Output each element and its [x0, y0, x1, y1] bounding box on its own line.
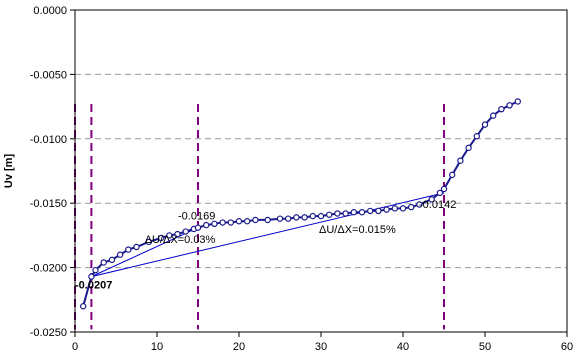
x-tick-label: 10	[151, 341, 163, 353]
x-tick-label: 60	[561, 341, 573, 353]
y-tick-label: -0.0150	[30, 198, 67, 210]
data-point	[375, 207, 382, 215]
data-point	[116, 251, 124, 258]
data-point	[125, 246, 132, 253]
data-point	[358, 209, 366, 216]
data-point	[342, 210, 349, 217]
data-point	[157, 234, 165, 242]
data-point	[145, 238, 152, 246]
data-point	[514, 98, 522, 105]
y-axis-label: Uv [m]	[3, 154, 15, 189]
data-point	[416, 201, 423, 208]
data-point	[182, 228, 189, 235]
data-point	[498, 105, 505, 113]
data-point	[317, 212, 325, 220]
data-point	[465, 144, 472, 152]
data-point	[326, 211, 333, 218]
data-point	[408, 203, 415, 211]
data-point	[506, 102, 513, 109]
data-point	[457, 157, 464, 164]
data-point	[211, 220, 218, 228]
axis-ticks	[70, 9, 568, 337]
data-point	[194, 224, 202, 231]
data-point	[367, 207, 374, 215]
x-tick-label: 30	[315, 341, 327, 353]
y-tick-label: 0.0000	[33, 5, 67, 17]
data-point	[383, 206, 390, 213]
data-point	[436, 189, 444, 197]
annotation-label: -0.0169	[178, 211, 215, 223]
x-tick-labels: 0 10 20 30 40 50 60	[72, 341, 573, 353]
data-point	[243, 218, 251, 225]
data-point	[252, 216, 259, 224]
plot-frame	[74, 9, 568, 333]
annotation-label: ΔU/ΔX=0.03%	[145, 234, 216, 246]
data-point	[309, 212, 316, 220]
annotation-label: ΔU/ΔX=0.015%	[319, 224, 396, 236]
trend-line-0	[91, 227, 199, 278]
y-tick-label: -0.0050	[30, 69, 67, 81]
data-point	[285, 215, 292, 222]
y-tick-label: -0.0100	[30, 134, 67, 146]
data-point	[227, 219, 234, 226]
y-tick-label: -0.0250	[30, 327, 67, 339]
grid-lines	[75, 73, 567, 269]
data-point	[473, 133, 480, 140]
data-point	[391, 205, 398, 212]
series-points	[79, 98, 522, 310]
data-point	[174, 230, 181, 238]
data-point	[350, 209, 357, 216]
y-tick-labels: 0.0000 -0.0050 -0.0100 -0.0150 -0.0200 -0.025…	[30, 5, 67, 339]
data-point	[235, 218, 243, 225]
x-tick-label: 50	[479, 341, 491, 353]
data-point	[334, 210, 341, 217]
data-point	[301, 214, 308, 221]
x-tick-label: 40	[397, 341, 409, 353]
data-point	[202, 221, 210, 229]
x-tick-label: 0	[72, 341, 78, 353]
data-point	[490, 112, 497, 119]
x-tick-label: 20	[233, 341, 245, 353]
y-tick-label: -0.0200	[30, 263, 67, 275]
vertical-markers	[74, 104, 445, 330]
data-point	[276, 215, 284, 222]
data-point	[219, 219, 226, 226]
data-point	[264, 216, 271, 224]
data-point	[449, 171, 456, 179]
annotation-label: -0.0142	[419, 199, 456, 211]
data-point	[166, 232, 173, 239]
data-point	[100, 259, 107, 266]
data-point	[88, 273, 95, 280]
data-point	[481, 121, 489, 128]
data-point	[133, 243, 140, 251]
data-point	[108, 256, 116, 264]
data-point	[428, 196, 435, 203]
annotation-label: -0.0207	[75, 280, 112, 292]
data-point	[92, 266, 99, 274]
data-point	[293, 214, 300, 221]
data-point	[440, 185, 448, 193]
data-point	[399, 205, 407, 212]
data-point	[79, 303, 87, 310]
annotations: -0.0207 -0.0169 ΔU/ΔX=0.03% ΔU/ΔX=0.015% -0.…	[75, 199, 456, 292]
